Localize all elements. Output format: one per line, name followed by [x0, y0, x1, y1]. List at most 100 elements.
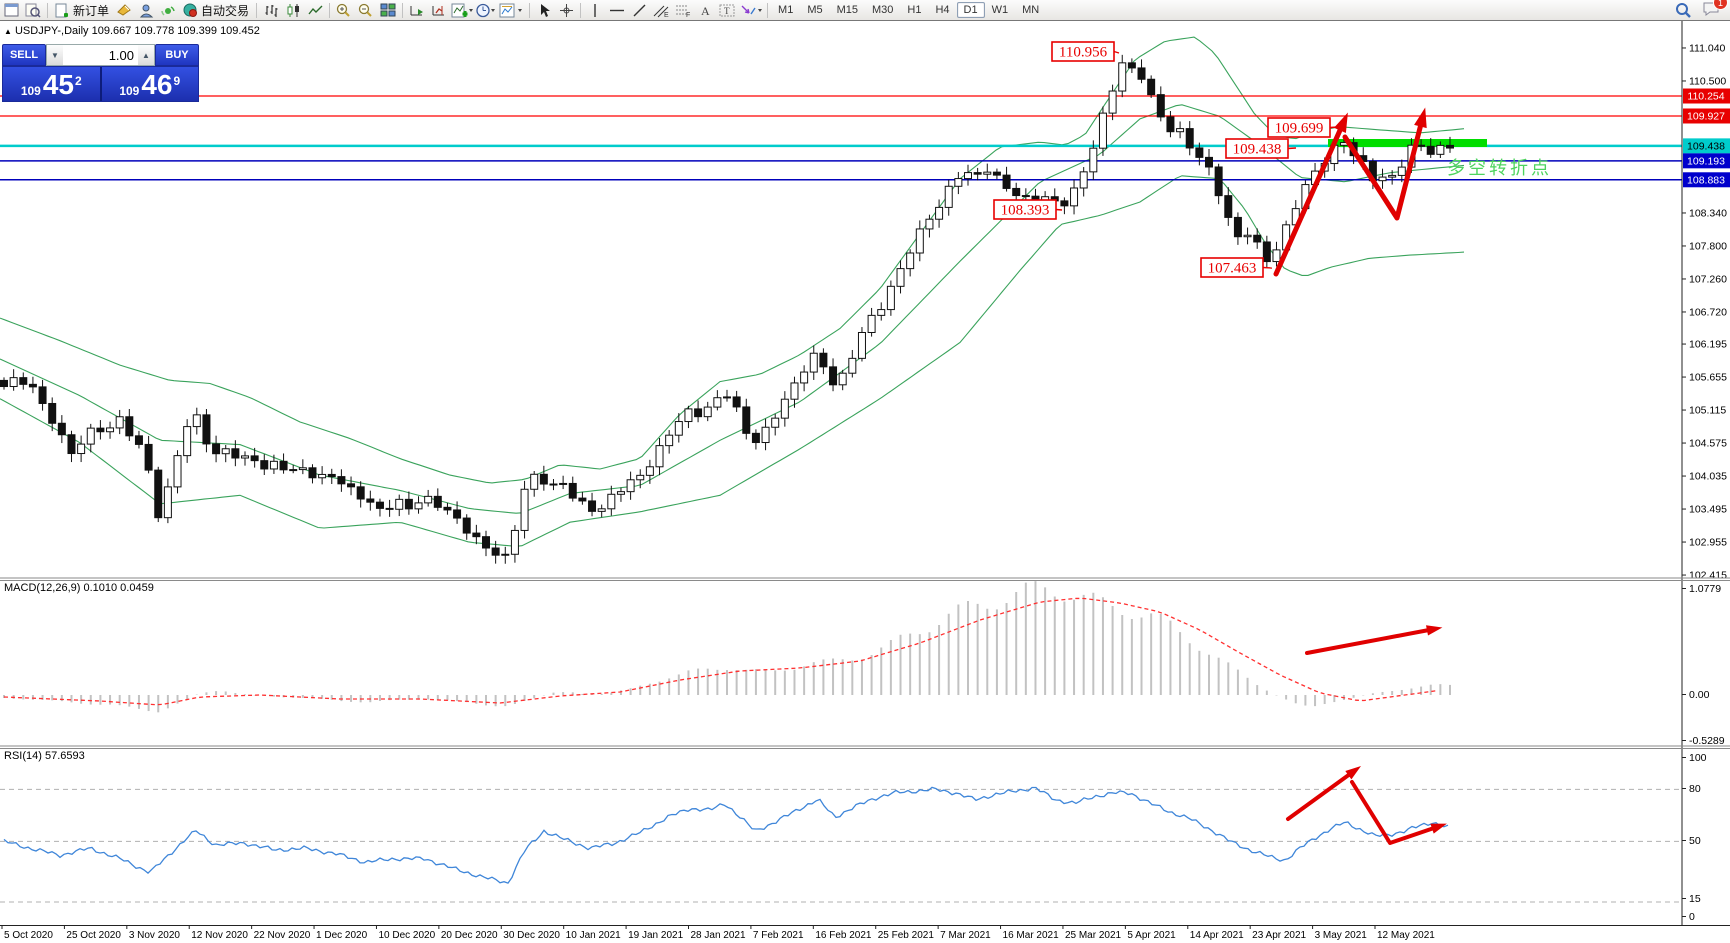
toolbar-separator: [402, 2, 404, 18]
new-order-button[interactable]: 新订单: [51, 1, 113, 19]
timeframe-button-M5[interactable]: M5: [807, 4, 823, 16]
buy-price-prefix: 109: [119, 84, 140, 98]
svg-text:0.00: 0.00: [1689, 689, 1710, 701]
community-icon[interactable]: [135, 1, 157, 19]
toolbar: 新订单 自动交易 E F A T M1 M5 M: [0, 0, 1730, 21]
svg-text:1.0779: 1.0779: [1689, 583, 1721, 595]
time-axis-label: 30 Dec 2020: [503, 930, 560, 941]
candlestick-chart-icon[interactable]: [282, 1, 304, 19]
svg-text:110.500: 110.500: [1689, 75, 1726, 87]
chart-shift-icon[interactable]: [428, 1, 450, 19]
tile-windows-icon[interactable]: [377, 1, 399, 19]
toolbar-separator: [329, 2, 331, 18]
macd-arrow-annotation[interactable]: [1305, 625, 1443, 655]
volume-decrease-button[interactable]: ▼: [47, 45, 63, 65]
signal-icon[interactable]: [157, 1, 179, 19]
time-axis-label: 5 Apr 2021: [1127, 930, 1176, 941]
equidistant-channel-tool-icon[interactable]: E: [650, 1, 672, 19]
crosshair-icon[interactable]: [555, 1, 577, 19]
time-axis-label: 16 Feb 2021: [815, 930, 872, 941]
svg-text:0: 0: [1689, 911, 1695, 923]
bu y-price-pip: 9: [173, 74, 181, 88]
svg-text:106.720: 106.720: [1689, 306, 1727, 318]
svg-text:A: A: [701, 4, 710, 18]
svg-text:105.655: 105.655: [1689, 372, 1727, 384]
timeframe-button-H4[interactable]: H4: [935, 4, 950, 16]
bar-chart-icon[interactable]: [260, 1, 282, 19]
ohlc-values: 109.667 109.778 109.399 109.452: [91, 25, 260, 37]
time-axis-label: 10 Dec 2020: [378, 930, 435, 941]
cursor-icon[interactable]: [533, 1, 555, 19]
timeframe-button-MN[interactable]: MN: [1022, 4, 1040, 16]
buy-price-display[interactable]: 109 46 9: [102, 67, 199, 101]
green-zone-annotation[interactable]: [1328, 139, 1487, 147]
text-label-tool-icon[interactable]: T: [716, 1, 738, 19]
toolbar-separator: [767, 2, 769, 18]
search-icon[interactable]: [1672, 1, 1694, 19]
time-axis-label: 25 Oct 2020: [66, 930, 121, 941]
price-callouts[interactable]: 110.956 109.699 109.438 108.393 107.463: [993, 41, 1339, 278]
time-axis-label: 10 Jan 2021: [566, 930, 621, 941]
timeframe-button-M15[interactable]: M15: [836, 4, 858, 16]
fibonacci-tool-icon[interactable]: F: [672, 1, 694, 19]
svg-text:T: T: [724, 6, 730, 16]
vertical-line-tool-icon[interactable]: [584, 1, 606, 19]
svg-text:107.260: 107.260: [1689, 273, 1727, 285]
time-axis-label: 7 Mar 2021: [940, 930, 991, 941]
auto-trading-button[interactable]: 自动交易: [179, 1, 253, 19]
zoom-in-icon[interactable]: [333, 1, 355, 19]
line-chart-icon[interactable]: [304, 1, 326, 19]
zoom-out-icon[interactable]: [355, 1, 377, 19]
time-axis-label: 7 Feb 2021: [753, 930, 804, 941]
price-axis[interactable]: 111.040 110.500 108.340 107.800 107.260 106.7…: [1681, 20, 1730, 926]
chat-button[interactable]: 1: [1702, 0, 1728, 19]
svg-text:110.956: 110.956: [1059, 45, 1108, 61]
collapse-marker[interactable]: ▲: [4, 27, 12, 36]
svg-text:100: 100: [1689, 752, 1707, 764]
time-axis-label: 12 May 2021: [1377, 930, 1435, 941]
rsi-arrow-annotations[interactable]: [1286, 766, 1447, 845]
svg-text:110.254: 110.254: [1687, 91, 1724, 103]
time-axis-label: 23 Apr 2021: [1252, 930, 1306, 941]
buy-button[interactable]: BUY: [155, 44, 199, 66]
time-axis[interactable]: 5 Oct 2020 25 Oct 2020 3 Nov 2020 12 Nov 20…: [1, 926, 1435, 941]
timeframe-button-M1[interactable]: M1: [778, 4, 794, 16]
timeframe-button-H1[interactable]: H1: [907, 4, 922, 16]
svg-text:108.393: 108.393: [1001, 203, 1050, 219]
svg-text:109.699: 109.699: [1275, 121, 1324, 137]
price-arrow-annotations[interactable]: [1273, 107, 1427, 277]
profile-preview-icon[interactable]: [22, 1, 44, 19]
chart-window-icon[interactable]: [0, 1, 22, 19]
toolbar-separator: [47, 2, 48, 18]
macd-signal-line: [3, 597, 1437, 706]
svg-text:109.438: 109.438: [1233, 142, 1282, 158]
timeframe-bar: M1 M5 M15 M30 H1 H4 D1 W1 MN: [771, 2, 1046, 18]
arrows-tool-icon[interactable]: [738, 1, 764, 19]
cleaner-icon[interactable]: [113, 1, 135, 19]
volume-increase-button[interactable]: ▲: [138, 45, 154, 65]
notification-badge: 1: [1713, 0, 1728, 10]
timeframe-button-D1[interactable]: D1: [956, 2, 985, 18]
periods-clock-icon[interactable]: [474, 1, 498, 19]
time-axis-label: 25 Mar 2021: [1065, 930, 1122, 941]
templates-icon[interactable]: [498, 1, 526, 19]
trendline-tool-icon[interactable]: [628, 1, 650, 19]
timeframe-button-W1[interactable]: W1: [991, 4, 1009, 16]
indicators-icon[interactable]: [450, 1, 474, 19]
sell-button[interactable]: SELL: [2, 44, 46, 66]
new-order-icon: [55, 3, 68, 17]
time-axis-label: 14 Apr 2021: [1190, 930, 1244, 941]
svg-text:111.040: 111.040: [1689, 42, 1726, 54]
time-axis-label: 3 May 2021: [1315, 930, 1368, 941]
svg-text:104.035: 104.035: [1689, 471, 1727, 483]
auto-scroll-icon[interactable]: [406, 1, 428, 19]
sell-price-display[interactable]: 109 45 2: [3, 67, 102, 101]
horizontal-line-tool-icon[interactable]: [606, 1, 628, 19]
timeframe-button-M30[interactable]: M30: [872, 4, 894, 16]
volume-input[interactable]: [63, 45, 138, 65]
rsi-line: [3, 786, 1449, 884]
chart-canvas[interactable]: 110.956 109.699 109.438 108.393 107.463 多空转折点…: [0, 20, 1730, 943]
text-tool-icon[interactable]: A: [694, 1, 716, 19]
turning-point-annotation[interactable]: 多空转折点: [1447, 158, 1552, 178]
svg-text:108.340: 108.340: [1689, 207, 1727, 219]
